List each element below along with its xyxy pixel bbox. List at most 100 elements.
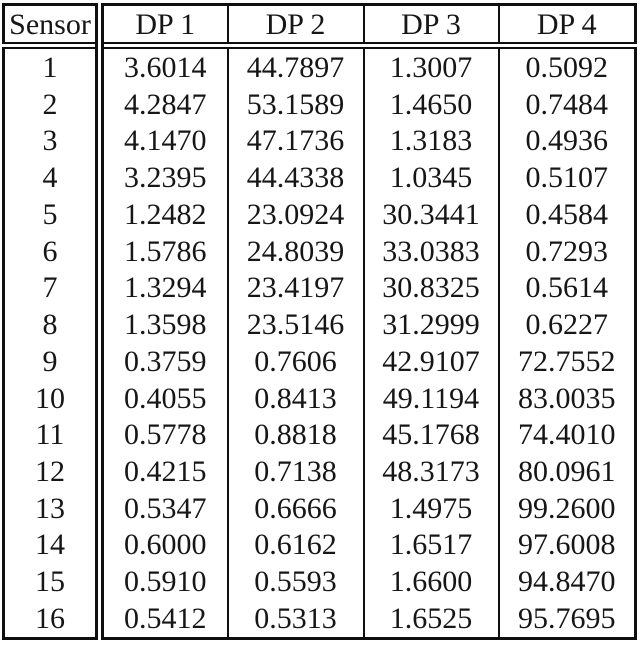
- table-row: 6 1.5786 24.8039 33.0383 0.7293: [3, 232, 636, 270]
- dp-value-cell: 72.7552: [497, 342, 636, 380]
- column-header-dp-2: DP 2: [226, 4, 364, 49]
- dp-value-cell: 30.8325: [362, 269, 499, 307]
- sensor-id-cell: 1: [3, 45, 104, 86]
- dp-value-cell: 1.6600: [362, 563, 499, 601]
- dp-value-cell: 0.4215: [98, 453, 228, 490]
- dp-value-cell: 0.5412: [98, 600, 228, 639]
- dp-value-cell: 0.6666: [226, 489, 364, 527]
- table-row: 16 0.5412 0.5313 1.6525 95.7695: [3, 600, 636, 639]
- sensor-id-cell: 8: [3, 306, 104, 343]
- dp-value-cell: 30.3441: [362, 196, 499, 233]
- dp-value-cell: 47.1736: [226, 122, 364, 160]
- dp-value-cell: 0.5614: [497, 269, 636, 307]
- dp-value-cell: 0.5107: [497, 159, 636, 197]
- sensor-id-cell: 14: [3, 526, 104, 564]
- dp-value-cell: 0.5778: [98, 416, 228, 454]
- table-row: 14 0.6000 0.6162 1.6517 97.6008: [3, 526, 636, 564]
- dp-value-cell: 3.2395: [98, 159, 228, 197]
- dp-value-cell: 0.6162: [226, 526, 364, 564]
- dp-value-cell: 0.5313: [226, 600, 364, 639]
- table-row: 7 1.3294 23.4197 30.8325 0.5614: [3, 269, 636, 307]
- dp-value-cell: 83.0035: [497, 379, 636, 417]
- dp-value-cell: 95.7695: [497, 600, 636, 639]
- dp-value-cell: 1.5786: [98, 232, 228, 270]
- sensor-id-cell: 13: [3, 489, 104, 527]
- dp-value-cell: 4.1470: [98, 122, 228, 160]
- sensor-id-cell: 6: [3, 232, 104, 270]
- dp-value-cell: 0.5347: [98, 489, 228, 527]
- dp-value-cell: 1.0345: [362, 159, 499, 197]
- table-row: 11 0.5778 0.8818 45.1768 74.4010: [3, 416, 636, 454]
- dp-value-cell: 48.3173: [362, 453, 499, 490]
- table-row: 2 4.2847 53.1589 1.4650 0.7484: [3, 85, 636, 123]
- dp-value-cell: 44.7897: [226, 45, 364, 86]
- sensor-id-cell: 9: [3, 342, 104, 380]
- sensor-id-cell: 3: [3, 122, 104, 160]
- dp-value-cell: 94.8470: [497, 563, 636, 601]
- sensor-id-cell: 5: [3, 196, 104, 233]
- table-row: 4 3.2395 44.4338 1.0345 0.5107: [3, 159, 636, 197]
- table-header-row: Sensor DP 1 DP 2 DP 3 DP 4: [3, 4, 636, 49]
- table-row: 9 0.3759 0.7606 42.9107 72.7552: [3, 342, 636, 380]
- table-row: 12 0.4215 0.7138 48.3173 80.0961: [3, 453, 636, 490]
- column-header-dp-1: DP 1: [98, 4, 228, 49]
- dp-value-cell: 0.8818: [226, 416, 364, 454]
- dp-value-cell: 80.0961: [497, 453, 636, 490]
- dp-value-cell: 0.3759: [98, 342, 228, 380]
- dp-value-cell: 0.5593: [226, 563, 364, 601]
- sensor-id-cell: 4: [3, 159, 104, 197]
- dp-value-cell: 24.8039: [226, 232, 364, 270]
- dp-value-cell: 74.4010: [497, 416, 636, 454]
- dp-value-cell: 0.7138: [226, 453, 364, 490]
- dp-value-cell: 1.3294: [98, 269, 228, 307]
- dp-value-cell: 0.7293: [497, 232, 636, 270]
- dp-value-cell: 1.3598: [98, 306, 228, 343]
- dp-value-cell: 4.2847: [98, 85, 228, 123]
- dp-value-cell: 0.6000: [98, 526, 228, 564]
- sensor-id-cell: 16: [3, 600, 104, 639]
- sensor-id-cell: 12: [3, 453, 104, 490]
- sensor-id-cell: 15: [3, 563, 104, 601]
- sensor-dp-table: Sensor DP 1 DP 2 DP 3 DP 4 1 3.6014 44.7897 1.3…: [2, 3, 637, 640]
- table-row: 10 0.4055 0.8413 49.1194 83.0035: [3, 379, 636, 417]
- dp-value-cell: 0.7606: [226, 342, 364, 380]
- dp-value-cell: 23.0924: [226, 196, 364, 233]
- dp-value-cell: 23.5146: [226, 306, 364, 343]
- column-header-dp-3: DP 3: [362, 4, 499, 49]
- dp-value-cell: 42.9107: [362, 342, 499, 380]
- dp-value-cell: 3.6014: [98, 45, 228, 86]
- dp-value-cell: 1.6517: [362, 526, 499, 564]
- dp-value-cell: 49.1194: [362, 379, 499, 417]
- dp-value-cell: 0.5092: [497, 45, 636, 86]
- table-row: 1 3.6014 44.7897 1.3007 0.5092: [3, 45, 636, 86]
- dp-value-cell: 44.4338: [226, 159, 364, 197]
- sensor-id-cell: 2: [3, 85, 104, 123]
- table-row: 8 1.3598 23.5146 31.2999 0.6227: [3, 306, 636, 343]
- dp-value-cell: 1.4975: [362, 489, 499, 527]
- dp-value-cell: 97.6008: [497, 526, 636, 564]
- dp-value-cell: 23.4197: [226, 269, 364, 307]
- dp-value-cell: 1.3183: [362, 122, 499, 160]
- dp-value-cell: 53.1589: [226, 85, 364, 123]
- dp-value-cell: 0.4055: [98, 379, 228, 417]
- table-row: 5 1.2482 23.0924 30.3441 0.4584: [3, 196, 636, 233]
- dp-value-cell: 1.2482: [98, 196, 228, 233]
- column-header-dp-4: DP 4: [497, 4, 636, 49]
- sensor-id-cell: 11: [3, 416, 104, 454]
- dp-value-cell: 99.2600: [497, 489, 636, 527]
- column-header-sensor: Sensor: [3, 4, 104, 49]
- table-row: 3 4.1470 47.1736 1.3183 0.4936: [3, 122, 636, 160]
- dp-value-cell: 0.4936: [497, 122, 636, 160]
- table-row: 15 0.5910 0.5593 1.6600 94.8470: [3, 563, 636, 601]
- dp-value-cell: 0.8413: [226, 379, 364, 417]
- dp-value-cell: 1.3007: [362, 45, 499, 86]
- sensor-id-cell: 10: [3, 379, 104, 417]
- dp-value-cell: 33.0383: [362, 232, 499, 270]
- table-row: 13 0.5347 0.6666 1.4975 99.2600: [3, 489, 636, 527]
- dp-value-cell: 0.4584: [497, 196, 636, 233]
- dp-value-cell: 1.6525: [362, 600, 499, 639]
- sensor-id-cell: 7: [3, 269, 104, 307]
- dp-value-cell: 1.4650: [362, 85, 499, 123]
- dp-value-cell: 0.6227: [497, 306, 636, 343]
- dp-value-cell: 0.5910: [98, 563, 228, 601]
